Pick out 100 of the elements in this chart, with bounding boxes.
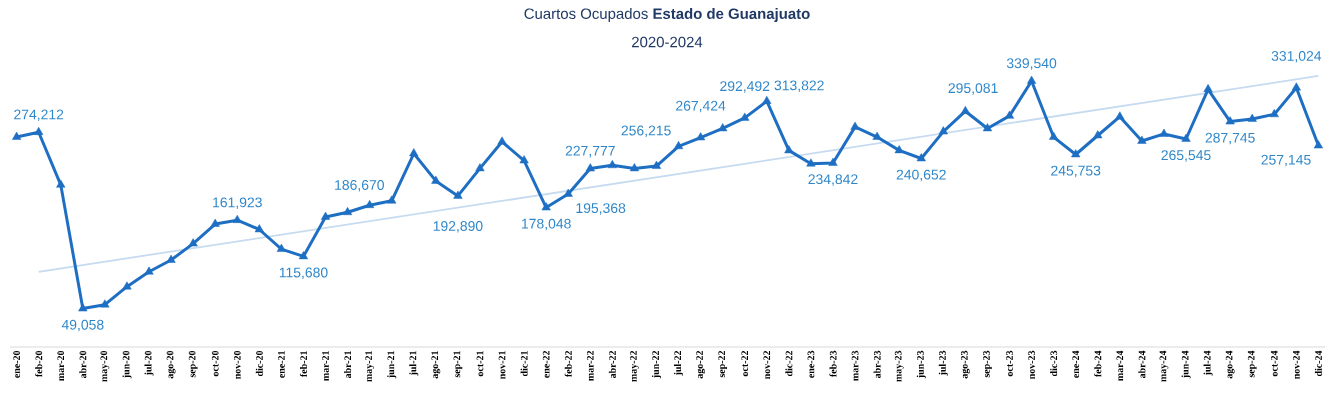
point: [276, 243, 286, 252]
point: [960, 105, 970, 114]
point: [651, 160, 662, 169]
point: [1225, 116, 1235, 125]
point: [1115, 111, 1125, 120]
point: [607, 160, 617, 169]
point: [585, 163, 595, 172]
x-tick-label: abr-20: [79, 350, 87, 379]
x-tick-label: feb-23: [829, 350, 837, 377]
data-label: 227,777: [565, 145, 615, 158]
point: [673, 141, 684, 150]
x-tick-label: mar-24: [1116, 350, 1124, 381]
data-label: 267,424: [676, 100, 726, 113]
point: [1071, 149, 1081, 158]
x-tick-label: may-20: [100, 350, 110, 382]
data-label: 274,212: [14, 109, 64, 121]
x-tick-label: ene-22: [542, 350, 550, 378]
x-tick-label: ene-24: [1072, 350, 1080, 378]
point: [78, 303, 88, 312]
x-tick-label: ago-20: [166, 350, 176, 379]
x-tick-label: dic-23: [1050, 350, 1058, 377]
point: [34, 126, 44, 135]
point: [850, 121, 860, 130]
x-tick-label: may-24: [1159, 350, 1169, 382]
x-tick-label: mar-23: [851, 350, 859, 381]
point: [166, 254, 176, 263]
point: [343, 207, 353, 216]
data-label: 245,753: [1051, 165, 1101, 178]
point: [982, 123, 993, 132]
x-tick-label: oct-21: [476, 351, 484, 377]
x-tick-label: nov-24: [1293, 350, 1300, 380]
x-tick-label: ago-21: [431, 351, 441, 379]
point: [1291, 82, 1301, 91]
x-tick-label: dic-20: [255, 350, 263, 377]
data-label: 256,215: [621, 125, 671, 138]
chart-title: Cuartos Ocupados Estado de Guanajuato: [524, 8, 810, 22]
point: [1137, 135, 1147, 144]
x-tick-label: dic-22: [785, 350, 793, 377]
point: [188, 238, 198, 247]
point: [232, 214, 242, 223]
data-label: 257,145: [1261, 154, 1311, 167]
point: [298, 251, 309, 260]
x-tick-label: feb-21: [299, 351, 308, 377]
x-tick-label: may-22: [630, 350, 639, 382]
data-label: 192,890: [433, 221, 483, 233]
data-label: 195,368: [576, 203, 626, 215]
x-tick-label: feb-20: [35, 350, 43, 377]
x-tick-label: sep-24: [1247, 350, 1257, 378]
x-tick-label: oct-22: [741, 350, 749, 377]
x-tick-label: jun-23: [916, 350, 926, 379]
x-tick-label: jun-20: [122, 350, 132, 379]
point: [938, 126, 948, 135]
point: [696, 132, 706, 141]
x-tick-label: may-21: [365, 351, 375, 382]
point: [320, 211, 331, 220]
point: [1159, 128, 1169, 137]
x-tick-label: jun-21: [387, 351, 397, 379]
x-tick-label: dic-21: [520, 351, 528, 377]
x-tick-label: feb-22: [564, 350, 572, 377]
data-label: 295,081: [948, 83, 998, 95]
x-tick-label: mar-20: [57, 350, 65, 381]
data-label: 178,048: [522, 218, 571, 231]
data-label: 313,822: [774, 80, 824, 92]
point: [1203, 84, 1213, 93]
data-label: 186,670: [335, 180, 384, 192]
x-tick-label: oct-24: [1270, 350, 1278, 377]
x-tick-label: nov-21: [498, 351, 506, 380]
point: [100, 299, 110, 308]
data-label: 161,923: [213, 197, 262, 209]
point: [453, 190, 463, 199]
x-tick-label: abr-23: [873, 350, 881, 379]
point: [1181, 133, 1191, 142]
data-label: 240,652: [896, 169, 946, 182]
point: [740, 112, 750, 121]
point: [1049, 131, 1059, 140]
point: [519, 155, 529, 164]
point: [762, 95, 772, 104]
point: [497, 136, 507, 145]
x-tick-label: jul-20: [144, 350, 154, 376]
x-tick-label: dic-24: [1314, 350, 1322, 377]
data-label: 234,842: [808, 174, 858, 186]
point: [144, 266, 154, 275]
x-tick-label: jul-22: [674, 350, 684, 376]
point: [365, 199, 375, 208]
point: [828, 157, 838, 166]
x-tick-label: jun-24: [1181, 350, 1191, 379]
point: [210, 218, 220, 227]
point: [806, 158, 816, 167]
point: [254, 224, 264, 233]
point: [409, 148, 419, 157]
x-tick-label: ene-23: [807, 350, 815, 378]
data-label: 287,745: [1205, 132, 1255, 145]
point: [1004, 110, 1015, 119]
x-tick-label: ago-24: [1225, 350, 1235, 379]
x-tick-label: mar-21: [322, 351, 329, 381]
x-tick-label: sep-23: [983, 350, 992, 378]
x-tick-label: abr-24: [1138, 350, 1146, 379]
x-tick-label: sep-21: [453, 351, 463, 378]
point: [541, 202, 551, 211]
point: [122, 281, 132, 290]
